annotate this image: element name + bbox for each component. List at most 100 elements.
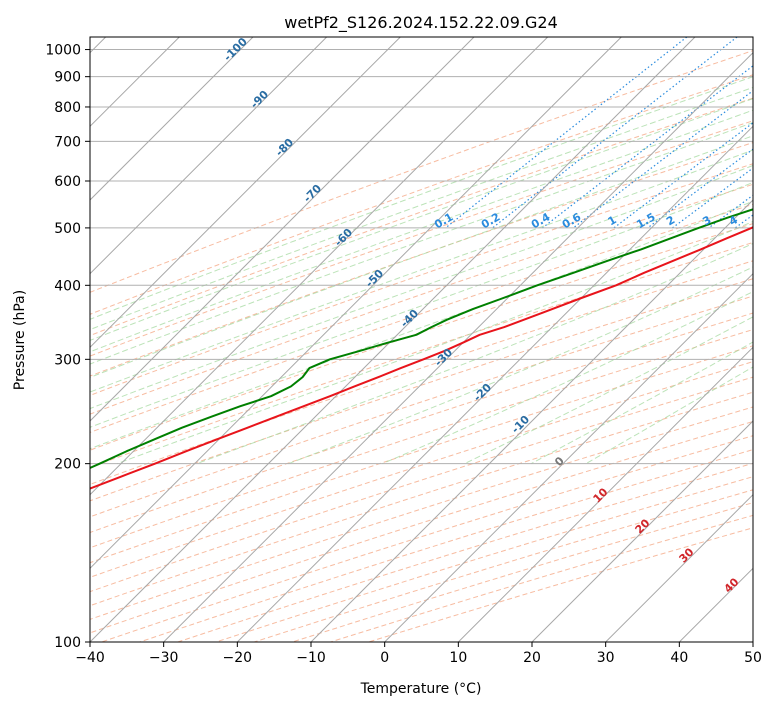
- mixing-ratio-line: [672, 167, 753, 229]
- y-tick-label: 100: [54, 635, 81, 651]
- y-tick-label: 900: [54, 70, 81, 86]
- isotherm-gridline: [90, 37, 549, 496]
- dry-adiabat: [90, 260, 753, 485]
- dry-adiabat: [101, 435, 753, 642]
- background-lines: [90, 37, 753, 642]
- x-tick-label: 10: [449, 650, 467, 666]
- mixing-ratio-line: [572, 89, 753, 229]
- dry-adiabat-label: -30: [432, 346, 455, 369]
- dry-adiabat: [90, 345, 753, 564]
- series-line-1: [90, 208, 753, 470]
- dry-adiabat: [90, 295, 753, 518]
- x-tick-label: −20: [223, 650, 253, 666]
- moist-adiabat: [90, 200, 753, 450]
- dry-adiabat: [90, 376, 753, 593]
- isotherm-gridline: [384, 272, 753, 642]
- moist-adiabat: [90, 76, 753, 320]
- isotherm-gridline: [678, 567, 753, 642]
- dry-adiabat-label: -70: [301, 182, 324, 205]
- dry-adiabat-label: -50: [363, 267, 386, 290]
- dry-adiabat-label: -80: [273, 136, 296, 159]
- isotherm-gridline: [90, 37, 475, 422]
- isotherm-gridline: [531, 420, 753, 642]
- isotherm-gridline: [163, 51, 753, 642]
- moist-adiabat: [90, 86, 753, 331]
- isotherm-gridline: [236, 125, 753, 642]
- x-axis: −40 −30 −20 −10 0 10 20 30 40 50: [75, 642, 762, 666]
- moist-adiabat: [90, 98, 753, 341]
- moist-adiabat: [90, 164, 753, 410]
- dry-adiabat: [90, 97, 753, 337]
- dry-adiabat: [368, 527, 753, 642]
- isotherm-gridline: [90, 37, 328, 275]
- dry-adiabat: [90, 241, 753, 469]
- isotherm-gridline: [605, 493, 753, 642]
- mixing-ratio-line: [492, 37, 738, 229]
- isotherm-gridline: [90, 37, 696, 642]
- y-tick-label: 200: [54, 457, 81, 473]
- dry-adiabat: [90, 142, 753, 377]
- dry-adiabat: [90, 183, 753, 415]
- y-tick-label: 1000: [45, 43, 81, 59]
- series-line-0: [90, 226, 753, 490]
- dry-adiabat: [90, 312, 753, 534]
- y-axis: 100 200 300 400 500 600 700 800 900 1000: [45, 43, 90, 651]
- x-tick-label: −40: [75, 650, 105, 666]
- isotherm-gridline: [457, 346, 753, 642]
- dry-adiabat: [90, 74, 753, 315]
- moist-adiabat: [90, 181, 753, 428]
- dry-adiabat: [90, 50, 753, 293]
- isotherm-gridline: [90, 37, 254, 201]
- dry-adiabat-label: -10: [509, 413, 532, 436]
- dry-adiabat: [90, 329, 753, 549]
- isotherm-gridline: [752, 641, 753, 642]
- x-tick-label: 30: [597, 650, 615, 666]
- x-tick-label: 40: [670, 650, 688, 666]
- moist-adiabat: [288, 266, 753, 465]
- skewed-isotherm-gridlines: [90, 37, 753, 642]
- mixing-ratio-label: 4: [727, 213, 740, 228]
- x-axis-title: Temperature (°C): [360, 681, 482, 697]
- isotherm-gridline: [90, 37, 622, 570]
- y-axis-title: Pressure (hPa): [12, 290, 28, 390]
- moist-adiabat: [90, 122, 753, 365]
- moist-adiabat-label: 40: [722, 575, 742, 595]
- y-tick-label: 700: [54, 134, 81, 150]
- dry-adiabat: [90, 163, 753, 396]
- mixing-ratio-line: [613, 122, 753, 229]
- moist-adiabat: [530, 341, 753, 465]
- mixing-ratio-label: 6: [766, 213, 775, 228]
- series-lines: [90, 208, 753, 490]
- moist-adiabat: [585, 366, 753, 465]
- moist-adiabat: [90, 149, 753, 393]
- isotherm-gridline: [90, 37, 401, 349]
- y-tick-label: 600: [54, 174, 81, 190]
- dry-adiabat-label: -60: [332, 226, 355, 249]
- dry-adiabat-label: -90: [248, 88, 271, 111]
- moist-adiabat: [90, 135, 753, 378]
- moist-adiabat: [90, 109, 753, 353]
- dry-adiabat: [90, 203, 753, 433]
- mixing-ratio-label: 1: [606, 213, 619, 228]
- dry-adiabat: [90, 120, 753, 357]
- isotherm-gridline: [310, 199, 753, 642]
- dry-adiabat-label: -40: [398, 307, 421, 330]
- moist-adiabat: [464, 316, 753, 465]
- chart-title: wetPf2_S126.2024.152.22.09.G24: [284, 13, 558, 33]
- dry-adiabat: [90, 278, 753, 502]
- x-tick-label: −30: [149, 650, 179, 666]
- moist-adiabat-label: 10: [591, 485, 611, 505]
- y-tick-label: 300: [54, 352, 81, 368]
- dry-adiabat: [90, 391, 753, 607]
- x-tick-label: 20: [523, 650, 541, 666]
- dry-adiabat: [90, 361, 753, 578]
- y-tick-label: 500: [54, 221, 81, 237]
- x-tick-label: 50: [744, 650, 762, 666]
- mixing-ratio-line: [734, 214, 753, 229]
- plot-frame: [89, 36, 754, 643]
- x-tick-label: −10: [296, 650, 326, 666]
- x-tick-label: 0: [380, 650, 389, 666]
- mixing-ratio-line: [542, 65, 753, 229]
- y-tick-label: 800: [54, 100, 81, 116]
